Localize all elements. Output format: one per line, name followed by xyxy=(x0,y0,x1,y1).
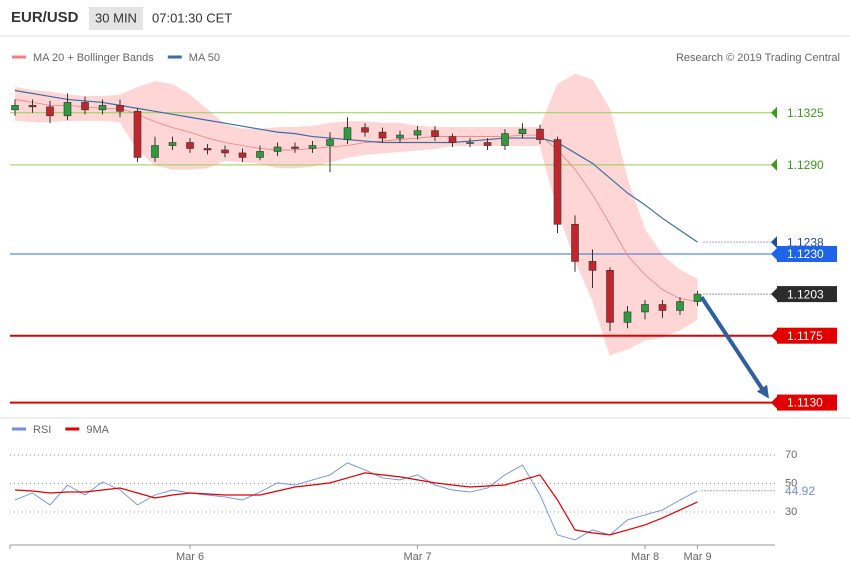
bollinger-lower xyxy=(14,119,698,356)
candle-body xyxy=(693,293,702,302)
level-label: 1.1325 xyxy=(787,106,824,120)
bollinger-upper xyxy=(14,73,698,280)
candle-body xyxy=(133,111,142,158)
level-notch xyxy=(771,236,777,249)
level-label: 1.1203 xyxy=(787,287,824,301)
candle-body xyxy=(291,146,299,149)
candle-body xyxy=(238,152,247,158)
y-tick-label: 50 xyxy=(785,477,797,489)
legend-label: RSI xyxy=(33,424,51,436)
candle-body xyxy=(536,128,544,140)
candle-body xyxy=(396,134,404,139)
level-box xyxy=(777,394,837,411)
candle-body xyxy=(553,139,562,225)
candle-body xyxy=(361,127,369,133)
y-tick-label: 30 xyxy=(785,506,797,518)
x-tick-label: Mar 8 xyxy=(631,551,659,563)
level-label: 1.1130 xyxy=(787,396,823,410)
level-notch xyxy=(771,329,777,342)
candle-body xyxy=(606,270,614,323)
value-label: 44.92 xyxy=(785,484,815,498)
candle-body xyxy=(116,105,124,112)
candle-body xyxy=(203,148,212,151)
candle-body xyxy=(658,304,667,311)
level-label: 1.1175 xyxy=(787,329,823,343)
candle-body xyxy=(308,145,317,149)
rsi-line xyxy=(14,462,698,541)
level-box xyxy=(777,245,837,262)
candle-body xyxy=(641,304,649,313)
symbol: EUR/USD xyxy=(11,9,79,26)
candle-body xyxy=(63,102,72,117)
candle-body xyxy=(186,142,194,149)
level-box xyxy=(777,327,837,344)
candle-body xyxy=(326,139,334,146)
candle-body xyxy=(151,145,159,158)
level-notch xyxy=(771,396,777,409)
candle-body xyxy=(676,301,684,311)
legend-label: MA 50 xyxy=(189,52,220,64)
level-notch xyxy=(771,106,777,119)
candle-body xyxy=(518,128,527,134)
interval: 30 MIN xyxy=(95,10,137,25)
candle-body xyxy=(501,133,509,146)
interval-box xyxy=(89,7,143,30)
candle-body xyxy=(28,105,37,108)
x-tick-label: Mar 9 xyxy=(683,551,711,563)
candle-body xyxy=(168,142,177,146)
candle-body xyxy=(11,105,19,111)
legend-label: 9MA xyxy=(86,424,109,436)
level-box xyxy=(777,104,837,121)
ma-line xyxy=(14,99,698,302)
ma-line xyxy=(14,89,698,243)
candle-body xyxy=(413,130,422,136)
candle-body xyxy=(378,131,387,139)
level-label: 1.1290 xyxy=(787,158,824,172)
candle-body xyxy=(431,130,439,137)
level-box xyxy=(777,286,837,303)
bollinger-band xyxy=(15,74,698,356)
candle-body xyxy=(588,261,597,271)
candle-body xyxy=(483,142,492,146)
x-tick-label: Mar 6 xyxy=(176,551,204,563)
level-label: 1.1238 xyxy=(787,235,824,249)
candle-body xyxy=(571,223,579,262)
forecast-arrowhead xyxy=(756,384,769,399)
legend-label: MA 20 + Bollinger Bands xyxy=(33,52,154,64)
level-box xyxy=(777,156,837,173)
rsi-line xyxy=(14,472,698,536)
level-notch xyxy=(771,158,777,171)
level-notch xyxy=(771,247,777,260)
forecast-arrow xyxy=(699,295,764,390)
candle-body xyxy=(623,311,632,323)
candle-body xyxy=(221,149,229,154)
candle-body xyxy=(46,106,54,117)
candle-body xyxy=(256,151,264,158)
candle-body xyxy=(98,105,107,111)
y-tick-label: 70 xyxy=(785,449,797,461)
time: 07:01:30 CET xyxy=(152,10,232,25)
candle-body xyxy=(273,146,282,152)
annotation: Research © 2019 Trading Central xyxy=(676,52,840,64)
candle-body xyxy=(448,136,457,143)
x-tick-label: Mar 7 xyxy=(403,551,431,563)
candle-body xyxy=(343,127,352,140)
candle-body xyxy=(466,142,474,144)
candle-body xyxy=(81,102,89,111)
level-label: 1.1230 xyxy=(787,247,824,261)
level-notch xyxy=(771,288,777,301)
